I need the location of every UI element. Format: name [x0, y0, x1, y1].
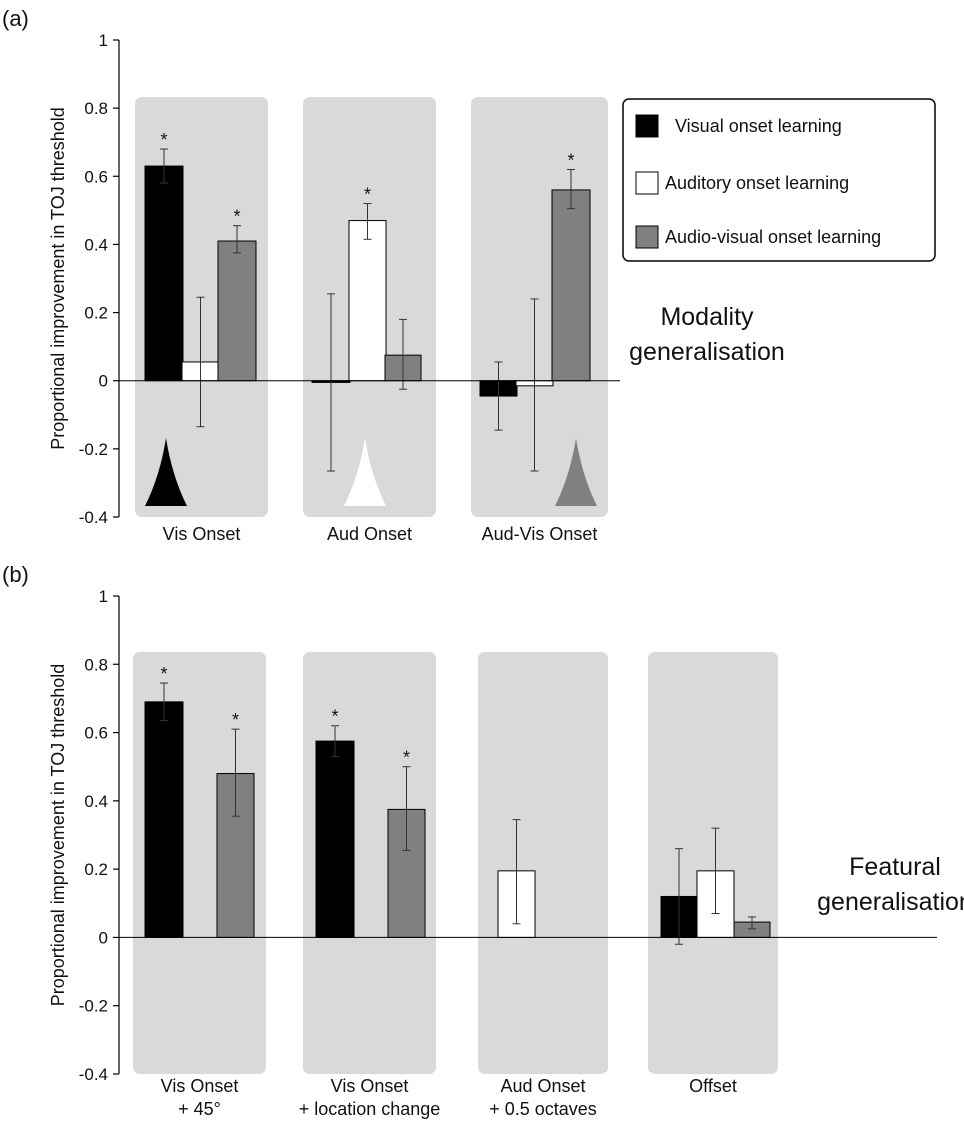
y-axis-label: Proportional improvement in TOJ threshol… — [48, 664, 68, 1007]
side-label: Modality — [660, 303, 754, 331]
stimulus-marker — [555, 438, 597, 506]
category-label: + 45° — [178, 1099, 221, 1119]
category-label: Aud-Vis Onset — [482, 524, 598, 544]
category-label: Vis Onset — [331, 1076, 409, 1096]
panel-a: (a) -0.4 -0.2 0 0.2 0.4 0.6 0.8 1 Proportional im… — [2, 6, 936, 544]
stimulus-marker — [344, 438, 386, 506]
panel-label: (a) — [2, 6, 29, 31]
bar — [144, 165, 184, 382]
y-tick-label: 1 — [99, 31, 108, 50]
y-tick-label: 0.4 — [84, 792, 108, 811]
y-tick-label: 0.8 — [84, 99, 108, 118]
legend-label: Audio-visual onset learning — [665, 227, 881, 247]
y-tick-label: 0 — [99, 372, 108, 391]
category-label: + 0.5 octaves — [489, 1099, 597, 1119]
significance-star: * — [232, 710, 239, 730]
y-tick-label: 1 — [99, 587, 108, 606]
stimulus-marker — [145, 438, 187, 506]
y-tick-label: 0.6 — [84, 724, 108, 743]
legend-label: Visual onset learning — [675, 116, 842, 136]
category-label: + location change — [299, 1099, 441, 1119]
side-label: Featural — [849, 853, 941, 881]
bar — [551, 189, 591, 382]
legend-swatch — [635, 225, 659, 249]
y-tick-label: 0 — [99, 928, 108, 947]
bar — [315, 740, 355, 938]
category-background — [648, 652, 778, 1074]
legend-swatch — [635, 114, 659, 138]
y-tick-label: 0.8 — [84, 655, 108, 674]
bar — [348, 220, 387, 382]
y-tick-label: -0.2 — [79, 997, 108, 1016]
y-axis-label: Proportional improvement in TOJ threshol… — [48, 107, 68, 450]
category-label: Offset — [689, 1076, 737, 1096]
bar — [217, 240, 257, 382]
y-tick-label: 0.2 — [84, 304, 108, 323]
significance-star: * — [567, 150, 574, 170]
side-label: generalisation — [629, 338, 785, 366]
significance-star: * — [233, 207, 240, 227]
y-tick-label: -0.2 — [79, 440, 108, 459]
bar — [144, 701, 184, 938]
category-label: Aud Onset — [327, 524, 412, 544]
legend-label: Auditory onset learning — [665, 173, 849, 193]
legend-box — [622, 98, 936, 262]
significance-star: * — [403, 748, 410, 768]
y-tick-label: 0.4 — [84, 235, 108, 254]
significance-star: * — [160, 664, 167, 684]
significance-star: * — [364, 185, 371, 205]
category-background — [478, 652, 608, 1074]
side-label: generalisation — [817, 888, 964, 916]
panel-b: (b) -0.4 -0.2 0 0.2 0.4 0.6 0.8 1 Proportional im… — [2, 562, 964, 1119]
legend: Visual onset learning Auditory onset lear… — [622, 98, 936, 262]
y-tick-label: 0.6 — [84, 167, 108, 186]
category-label: Vis Onset — [163, 524, 241, 544]
y-tick-label: -0.4 — [79, 1065, 108, 1084]
legend-swatch — [635, 171, 659, 195]
y-tick-label: 0.2 — [84, 860, 108, 879]
panel-label: (b) — [2, 562, 29, 587]
category-label: Aud Onset — [500, 1076, 585, 1096]
y-tick-label: -0.4 — [79, 508, 108, 527]
significance-star: * — [160, 130, 167, 150]
category-label: Vis Onset — [161, 1076, 239, 1096]
significance-star: * — [331, 707, 338, 727]
